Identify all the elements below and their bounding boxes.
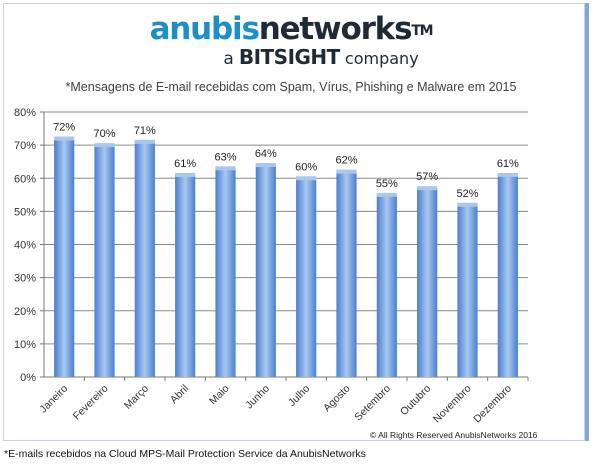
x-tick-label: Maio (207, 383, 232, 408)
brand-trademark: TM (411, 23, 433, 39)
bars (54, 136, 518, 377)
data-label: 63% (214, 151, 236, 163)
bar-top (94, 143, 115, 148)
data-label: 57% (416, 171, 438, 183)
x-tick-label: Abril (168, 383, 191, 406)
bar-top (376, 192, 397, 197)
y-tick-labels: 0% 10% 20% 30% 40% 50% 60% 70% 80% (14, 107, 36, 384)
x-tick-label: Dezembro (471, 383, 514, 426)
bar-novembro (457, 204, 478, 377)
bar-dezembro (497, 174, 518, 377)
brand-wordmark: anubisnetworksTM (0, 12, 582, 46)
x-tick-label: Março (122, 383, 151, 412)
bar-agosto (336, 171, 357, 377)
x-tick-label: Setembro (352, 383, 393, 424)
bar-top (497, 172, 518, 177)
bar-fevereiro (94, 145, 115, 377)
footnote: *E-mails recebidos na Cloud MPS-Mail Pro… (4, 448, 366, 460)
x-tick-label: Janeiro (37, 383, 70, 416)
bar-top (457, 202, 478, 207)
data-label: 62% (335, 155, 357, 167)
y-tick-label: 50% (14, 206, 36, 218)
y-tick-label: 20% (14, 306, 36, 318)
grid-lines (44, 111, 528, 345)
y-tick-label: 0% (20, 372, 36, 384)
bar-top (134, 139, 155, 144)
bar-top (215, 166, 236, 171)
data-label: 60% (295, 161, 317, 173)
bar-julho (296, 178, 317, 377)
x-tick-label: Junho (243, 383, 272, 412)
brand-tagline-bitsight: BITSIGHT (238, 45, 340, 69)
y-tick-label: 80% (14, 107, 36, 119)
data-label: 52% (456, 188, 478, 200)
bar-top (175, 172, 196, 177)
data-label: 64% (255, 148, 277, 160)
bar-junho (255, 165, 276, 377)
bar-março (134, 141, 155, 377)
brand-tagline-a: a (223, 49, 234, 69)
y-tick-label: 60% (14, 173, 36, 185)
brand-tagline: a BITSIGHT company (60, 46, 582, 70)
bar-top (296, 176, 317, 181)
data-label: 55% (376, 178, 398, 190)
y-tick-label: 10% (14, 339, 36, 351)
frame-accent-stripe (585, 3, 589, 441)
bar-top (417, 186, 438, 191)
bar-top (255, 163, 276, 167)
data-label: 61% (174, 158, 196, 170)
x-tick-label: Agosto (321, 383, 353, 415)
brand-logo: anubisnetworksTM a BITSIGHT company (0, 12, 582, 70)
bar-outubro (417, 188, 438, 377)
bar-abril (175, 174, 196, 377)
chart-title: *Mensagens de E-mail recebidas com Spam,… (65, 80, 517, 94)
bar-top (336, 169, 357, 174)
x-tick-label: Outubro (398, 383, 433, 418)
x-tick-labels: Janeiro Fevereiro Março Abril Maio Junho Julho… (37, 383, 514, 426)
data-label: 70% (93, 128, 115, 140)
bar-top (54, 136, 75, 141)
y-tick-label: 30% (14, 273, 36, 285)
brand-name-part1: anubis (149, 11, 260, 47)
brand-tagline-company: company (344, 49, 419, 68)
brand-name-part2: networks (258, 11, 413, 47)
data-label: 71% (134, 125, 156, 137)
copyright-notice: © All Rights Reserved AnubisNetworks 201… (370, 430, 538, 440)
bar-janeiro (54, 138, 75, 377)
x-tick-label: Novembro (431, 383, 474, 426)
y-tick-label: 70% (14, 140, 36, 152)
data-label: 61% (497, 158, 519, 170)
bar-setembro (376, 194, 397, 377)
y-tick-label: 40% (14, 240, 36, 252)
data-label: 72% (53, 122, 75, 134)
data-labels: 72% 70% 71% 61% 63% 64% 60% 62% 55% 57% 52% 61% (53, 122, 519, 200)
x-tick-label: Fevereiro (71, 383, 111, 423)
x-tick-label: Julho (286, 383, 312, 409)
bar-maio (215, 168, 236, 377)
axes (40, 111, 529, 381)
